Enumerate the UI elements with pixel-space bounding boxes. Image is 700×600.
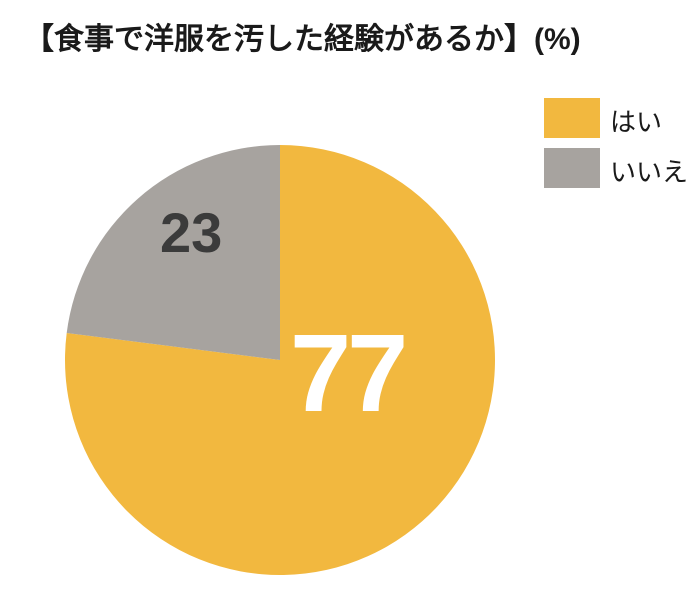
pie-slices (65, 145, 495, 575)
slice-value-yes: 77 (290, 310, 404, 437)
pie-chart (0, 0, 700, 600)
slice-value-no: 23 (160, 200, 222, 265)
